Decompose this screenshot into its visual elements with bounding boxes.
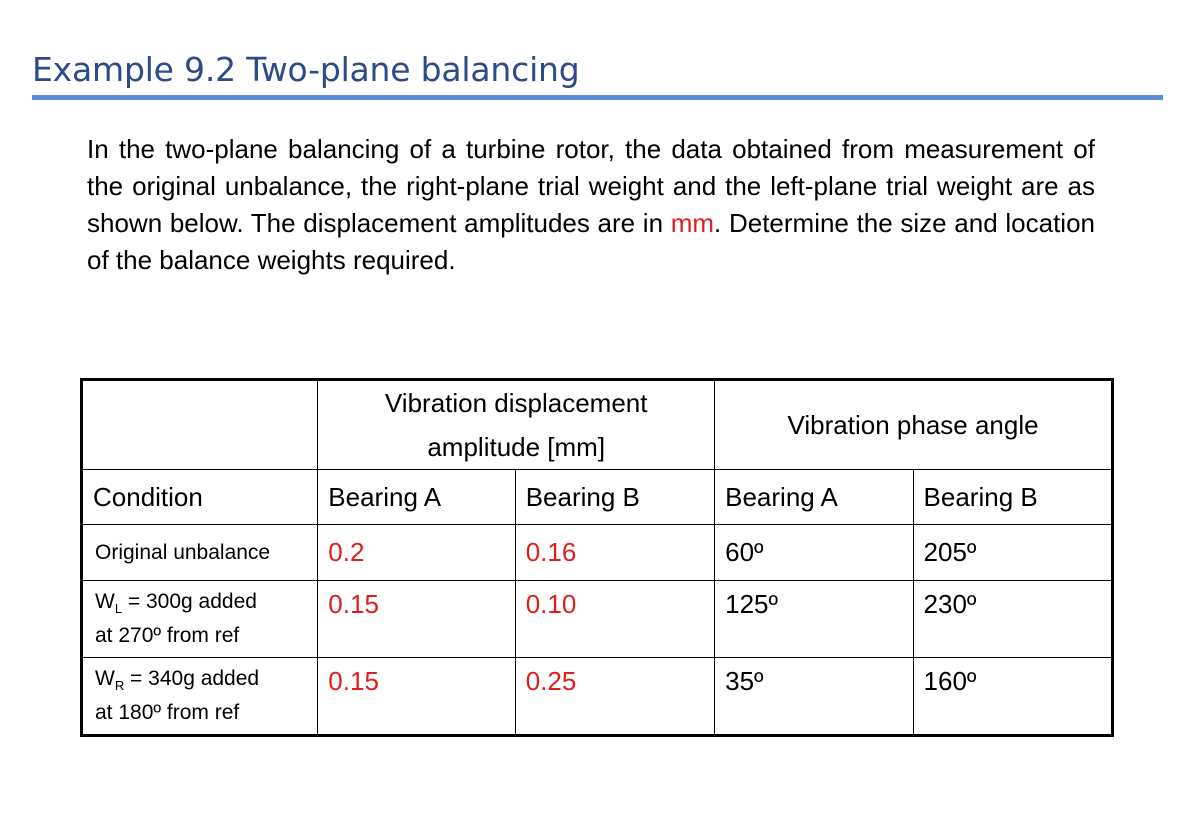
amp-b-cell: 0.16 <box>514 524 716 581</box>
condition-weight-symbol: W <box>95 667 115 691</box>
condition-location-text: at 270º from ref <box>95 623 240 647</box>
page-title: Example 9.2 Two-plane balancing <box>32 50 580 89</box>
column-header-phase-bearing-a: Bearing A <box>714 469 914 525</box>
amp-a-cell: 0.2 <box>317 524 516 581</box>
amp-b-cell: 0.10 <box>514 580 716 658</box>
phase-a-cell: 35º <box>714 657 914 736</box>
phase-b-cell: 205º <box>912 524 1114 581</box>
phase-b-cell: 160º <box>912 657 1114 736</box>
phase-group-header: Vibration phase angle <box>714 379 1113 470</box>
column-header-amp-bearing-a: Bearing A <box>317 469 516 525</box>
balancing-data-table: Vibration displacement amplitude [mm] Vi… <box>80 378 1114 737</box>
statement-text-2: . Determine the size and location of the… <box>87 208 1095 275</box>
amplitude-group-header: Vibration displacement amplitude [mm] <box>317 379 716 470</box>
condition-weight-subscript: L <box>114 601 123 617</box>
condition-weight-symbol: W <box>95 590 115 614</box>
condition-weight-text: = 340g added <box>124 667 260 691</box>
amp-b-cell: 0.25 <box>514 657 716 736</box>
title-underline <box>32 95 1163 100</box>
table-row: WR = 340g added at 180º from ref 0.15 0.2… <box>80 657 1114 736</box>
condition-cell: WL = 300g added at 270º from ref <box>80 580 319 658</box>
condition-weight-subscript: R <box>114 678 125 694</box>
group-header-row: Vibration displacement amplitude [mm] Vi… <box>80 379 1113 470</box>
column-header-row: Condition Bearing A Bearing B Bearing A … <box>80 469 1114 525</box>
condition-cell: WR = 340g added at 180º from ref <box>80 657 319 736</box>
condition-location-text: at 180º from ref <box>95 700 240 724</box>
amp-a-cell: 0.15 <box>317 580 516 658</box>
table-row: Original unbalance 0.2 0.16 60º 205º <box>80 524 1114 581</box>
statement-text-1: In the two-plane balancing of a turbine … <box>87 134 1095 238</box>
phase-a-cell: 60º <box>714 524 914 581</box>
column-header-amp-bearing-b: Bearing B <box>514 469 716 525</box>
problem-statement: In the two-plane balancing of a turbine … <box>87 131 1095 279</box>
amp-a-cell: 0.15 <box>317 657 516 736</box>
condition-weight-text: = 300g added <box>122 590 257 614</box>
condition-cell: Original unbalance <box>80 524 319 581</box>
phase-b-cell: 230º <box>912 580 1114 658</box>
column-header-phase-bearing-b: Bearing B <box>912 469 1114 525</box>
empty-header-cell <box>80 379 319 470</box>
phase-a-cell: 125º <box>714 580 914 658</box>
column-header-condition: Condition <box>80 469 319 525</box>
table-row: WL = 300g added at 270º from ref 0.15 0.1… <box>80 580 1114 658</box>
statement-unit: mm <box>670 208 715 238</box>
